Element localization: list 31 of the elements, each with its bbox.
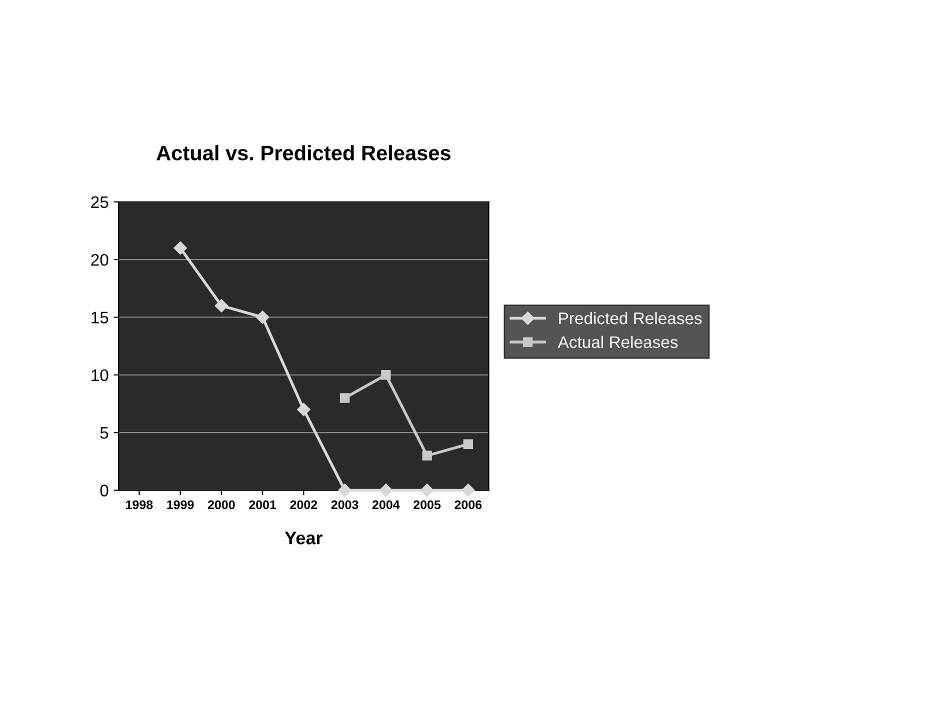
legend-label: Predicted Releases (559, 312, 702, 324)
chart-title: Actual vs. Predicted Releases (156, 145, 450, 160)
point (297, 402, 310, 416)
y-tick-label: 15 (92, 312, 108, 324)
point (420, 484, 434, 497)
x-tick-label: 2001 (249, 500, 276, 510)
point (379, 484, 393, 497)
legend-label: Actual Releases (558, 336, 678, 348)
point (463, 439, 474, 449)
point (462, 484, 475, 497)
x-tick-label: 2002 (290, 500, 318, 510)
point (338, 484, 352, 497)
x-tick-label: 2000 (208, 500, 235, 510)
x-tick-label: 1999 (167, 500, 194, 510)
x-tick-label: 2003 (331, 500, 358, 510)
y-tick-label: 20 (91, 254, 108, 266)
x-tick-label: 2005 (414, 500, 441, 510)
point (214, 299, 228, 312)
point (422, 450, 432, 461)
point (340, 393, 350, 403)
x-tick-label: 2006 (454, 500, 482, 510)
point (174, 241, 187, 255)
y-tick-label: 0 (100, 484, 108, 496)
x-tick-label: 1998 (126, 500, 153, 510)
point (381, 370, 391, 380)
y-tick-label: 25 (91, 196, 108, 208)
x-axis-title: Year (284, 532, 322, 544)
y-tick-label: 5 (100, 427, 108, 439)
point (256, 310, 270, 324)
x-tick-label: 2004 (372, 500, 400, 510)
y-tick-label: 10 (92, 369, 108, 382)
